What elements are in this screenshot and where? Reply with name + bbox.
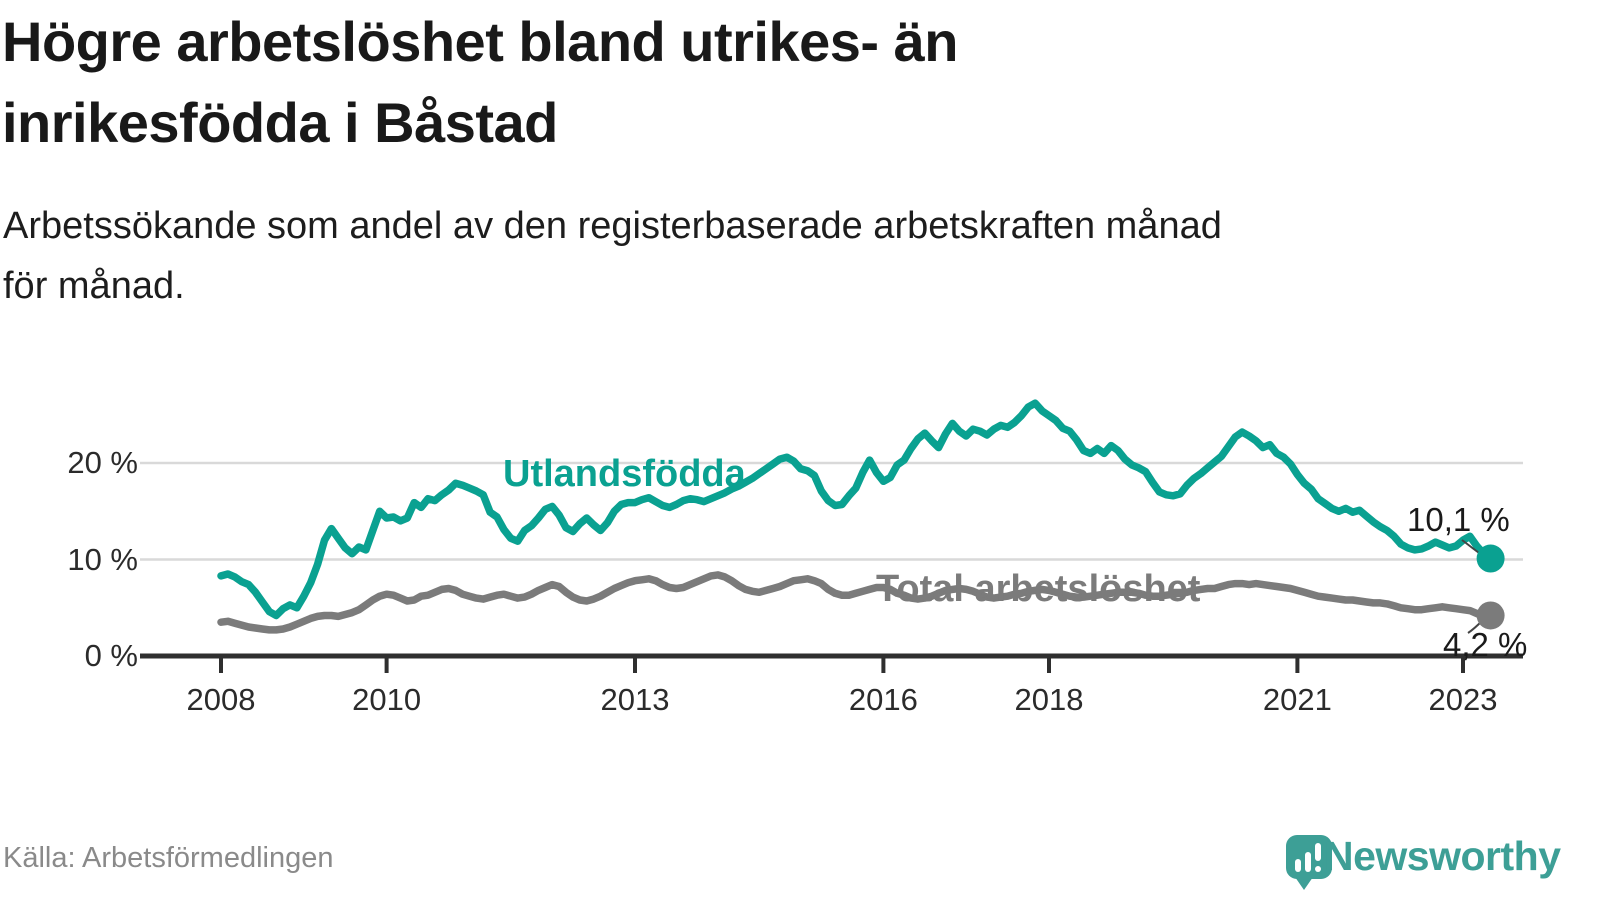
x-tick-label: 2013 xyxy=(600,682,670,717)
x-tick-label: 2016 xyxy=(848,682,918,717)
logo-bar-icon xyxy=(1305,852,1311,872)
logo-exclamation-icon xyxy=(1315,843,1321,861)
series-line-utlandsfodda xyxy=(217,399,1495,620)
x-tick-label: 2018 xyxy=(1014,682,1084,717)
end-value-label-total: 4,2 % xyxy=(1443,626,1528,663)
x-tick-label: 2008 xyxy=(186,682,256,717)
chart-subtitle: Arbetssökande som andel av den registerb… xyxy=(3,205,1222,308)
y-tick-label: 10 % xyxy=(67,541,138,577)
x-tick-label: 2023 xyxy=(1428,682,1498,717)
series-label-utlandsfodda: Utlandsfödda xyxy=(503,453,746,495)
x-tick-label: 2021 xyxy=(1262,682,1332,717)
y-tick-label: 0 % xyxy=(84,638,138,673)
end-dot-utlandsfodda xyxy=(1476,544,1505,573)
end-dot-total xyxy=(1476,601,1505,630)
source-credit: Källa: Arbetsförmedlingen xyxy=(3,842,334,874)
series-label-total-arbetsloshet: Total arbetslöshet xyxy=(876,568,1201,610)
newsworthy-logo-icon xyxy=(1286,835,1332,879)
end-value-label-utlandsfodda: 10,1 % xyxy=(1407,501,1510,538)
newsworthy-logo: Newsworthy xyxy=(1286,833,1596,895)
logo-speech-tail xyxy=(1295,877,1313,890)
logo-exclamation-dot-icon xyxy=(1315,866,1321,872)
x-tick-label: 2010 xyxy=(352,682,422,717)
series-line-total xyxy=(217,571,1495,634)
logo-bar-icon xyxy=(1295,859,1301,872)
newsworthy-logo-text: Newsworthy xyxy=(1324,833,1561,879)
y-tick-label: 20 % xyxy=(67,445,138,480)
chart-title: Högre arbetslöshet bland utrikes- än inr… xyxy=(2,10,958,154)
